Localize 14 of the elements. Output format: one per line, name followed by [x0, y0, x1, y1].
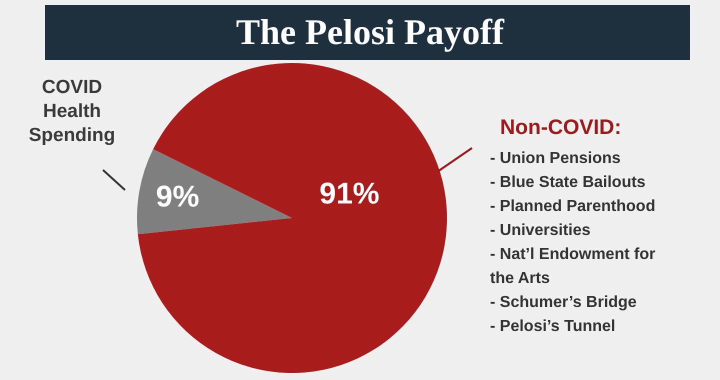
text: - Planned Parenthood: [490, 198, 656, 215]
data-label: 9%: [156, 180, 200, 214]
slice-label: COVID Health Spending: [28, 77, 116, 146]
pie-slice: [137, 149, 292, 234]
pie-slice: [138, 63, 447, 373]
text: - Union Pensions: [490, 150, 621, 167]
text: - Blue State Bailouts: [490, 174, 646, 191]
text: - Schumer’s Bridge: [490, 294, 637, 311]
text: - Pelosi’s Tunnel: [490, 318, 616, 335]
text: - Nat’l Endowment for the Arts: [490, 246, 656, 287]
data-label: 91%: [319, 178, 380, 211]
text: - Universities: [490, 222, 591, 239]
text: Non-COVID:: [500, 116, 622, 139]
chart-title: The Pelosi Payoff: [236, 12, 505, 52]
